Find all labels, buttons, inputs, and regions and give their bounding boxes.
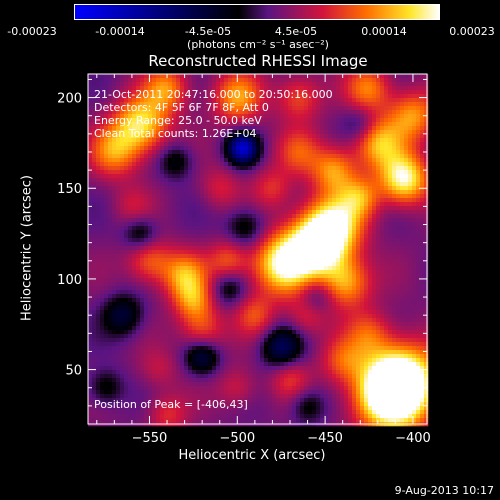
colorbar-tick-label: -0.00023 (7, 25, 57, 38)
plot-date: 9-Aug-2013 10:17 (394, 484, 494, 497)
y-tick-label: 50 (65, 364, 82, 379)
info-time: 21-Oct-2011 20:47:16.000 to 20:50:16.000 (94, 88, 333, 101)
heatmap (88, 74, 429, 427)
info-energy: Energy Range: 25.0 - 50.0 keV (94, 114, 262, 127)
colorbar-tick-label: 0.00023 (449, 25, 495, 38)
info-detectors: Detectors: 4F 5F 6F 7F 8F, Att 0 (94, 101, 269, 114)
x-tick-label: −550 (132, 431, 168, 446)
info-method: Clean Total counts: 1.26E+04 (94, 127, 257, 140)
x-axis-label: Heliocentric X (arcsec) (178, 448, 326, 463)
colorbar-tick-label: -0.00014 (95, 25, 145, 38)
colorbar-tick-label: -4.5e-05 (184, 25, 232, 38)
y-tick-label: 100 (57, 273, 82, 288)
info-peak: Position of Peak = [-406,43] (94, 398, 248, 411)
x-tick-label: −500 (219, 431, 255, 446)
y-tick-label: 200 (57, 92, 82, 107)
colorbar (74, 4, 440, 20)
x-tick-label: −400 (395, 431, 431, 446)
colorbar-units: (photons cm⁻² s⁻¹ asec⁻²) (187, 38, 329, 51)
y-axis-label: Heliocentric Y (arcsec) (19, 175, 35, 321)
colorbar-tick-label: 0.00014 (361, 25, 407, 38)
plot-frame (87, 73, 428, 425)
chart-title: Reconstructed RHESSI Image (148, 52, 368, 70)
y-tick-label: 150 (57, 182, 82, 197)
colorbar-tick-label: 4.5e-05 (274, 25, 318, 38)
x-tick-label: −450 (307, 431, 343, 446)
